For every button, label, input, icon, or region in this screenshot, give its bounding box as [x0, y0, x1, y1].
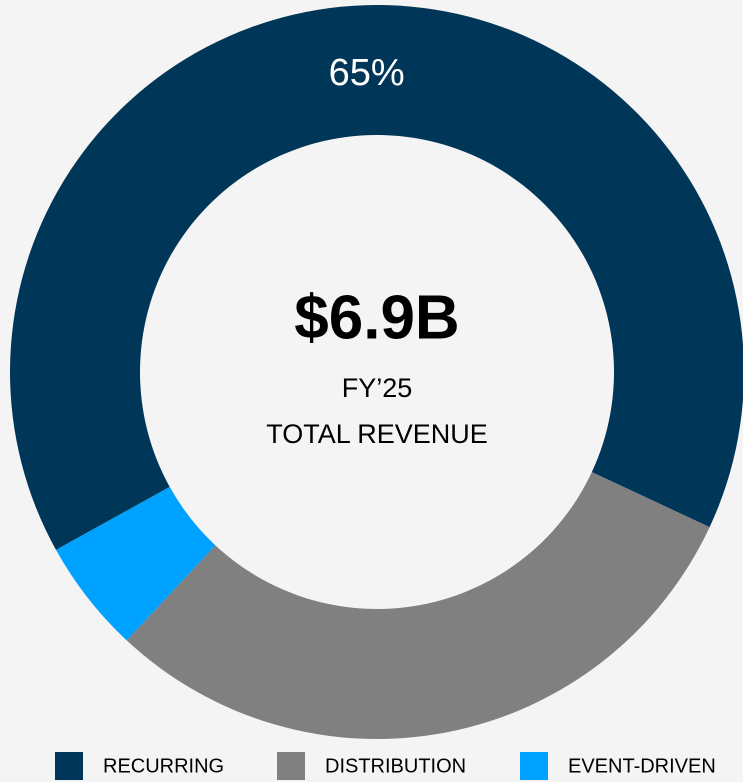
legend-label: DISTRIBUTION: [325, 755, 466, 777]
legend: RECURRING DISTRIBUTION EVENT-DRIVEN: [55, 752, 716, 780]
legend-swatch: [520, 752, 548, 780]
legend-swatch: [277, 752, 305, 780]
legend-swatch: [55, 752, 83, 780]
data-label: 65%: [329, 52, 405, 94]
center-line: FY’25: [342, 373, 413, 403]
legend-label: EVENT-DRIVEN: [568, 755, 716, 777]
center-value: $6.9B: [294, 283, 459, 352]
donut-slice: [56, 486, 216, 641]
legend-label: RECURRING: [103, 755, 224, 777]
donut-slice: [10, 5, 743, 550]
center-line: TOTAL REVENUE: [266, 419, 488, 449]
donut: [10, 5, 743, 739]
donut-slice: [126, 472, 710, 739]
